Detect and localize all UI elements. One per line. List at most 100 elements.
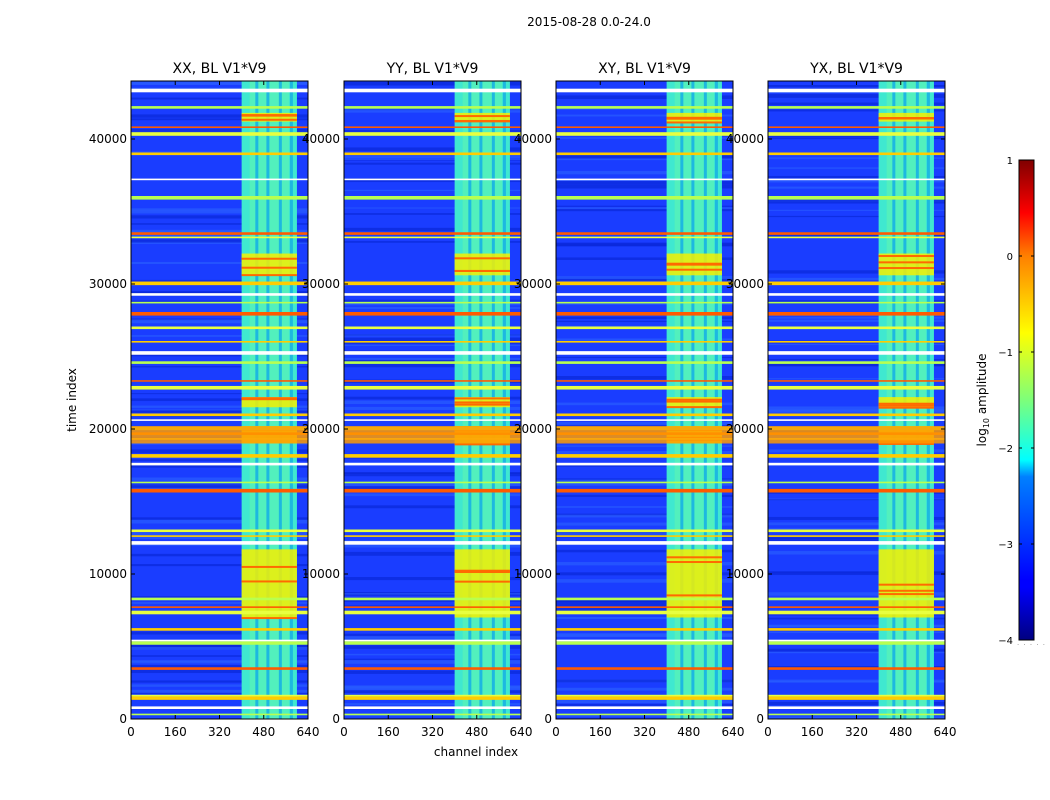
hot-line	[666, 117, 722, 120]
noise-streak	[556, 205, 733, 207]
x-tick-label: 480	[252, 725, 275, 739]
rfi-line	[556, 667, 733, 670]
noise-streak	[344, 213, 521, 215]
rfi-line	[344, 488, 521, 493]
rfi-line	[768, 462, 945, 466]
rfi-line	[768, 126, 945, 128]
hot-line	[878, 593, 934, 596]
rfi-line	[131, 281, 308, 286]
noise-streak	[556, 689, 733, 691]
high-amplitude-block	[454, 253, 510, 276]
rfi-line	[768, 326, 945, 330]
rfi-line	[556, 462, 733, 466]
rfi-line	[131, 696, 308, 700]
noise-streak	[768, 528, 945, 531]
rfi-line	[556, 694, 733, 697]
rfi-line	[344, 301, 521, 304]
rfi-line	[556, 481, 733, 484]
rfi-line	[344, 293, 521, 296]
noise-streak	[768, 409, 945, 412]
rfi-line	[344, 667, 521, 670]
noise-streak	[131, 655, 308, 657]
rfi-line	[768, 132, 945, 136]
rfi-line	[131, 106, 308, 109]
noise-streak	[131, 393, 308, 395]
noise-streak	[768, 85, 945, 88]
rfi-line	[131, 293, 308, 296]
hot-line	[878, 402, 934, 405]
hot-line	[454, 569, 510, 572]
rfi-line	[768, 361, 945, 364]
noise-streak	[768, 175, 945, 179]
rfi-line	[556, 312, 733, 316]
noise-streak	[131, 241, 308, 244]
noise-streak	[131, 564, 308, 567]
noise-streak	[556, 450, 733, 455]
plot-area	[131, 81, 308, 719]
noise-streak	[556, 402, 733, 406]
rfi-line	[131, 419, 308, 421]
rfi-line	[768, 232, 945, 235]
noise-streak	[768, 701, 945, 706]
rfi-line	[556, 535, 733, 537]
high-amplitude-block	[241, 549, 297, 618]
noise-streak	[556, 95, 733, 100]
noise-streak	[131, 631, 308, 635]
noise-streak	[131, 239, 308, 243]
hot-line	[666, 406, 722, 409]
rfi-line	[556, 232, 733, 235]
y-tick-label: 20000	[302, 422, 340, 436]
noise-streak	[556, 445, 733, 447]
x-tick-label: 320	[633, 725, 656, 739]
noise-streak	[131, 129, 308, 133]
wideband-rfi	[768, 426, 945, 444]
noise-streak	[556, 522, 733, 526]
noise-streak	[131, 464, 308, 468]
hot-line	[241, 580, 297, 583]
noise-streak	[768, 613, 945, 616]
rfi-line	[131, 301, 308, 304]
noise-streak	[344, 406, 521, 410]
noise-streak	[768, 85, 945, 87]
rfi-line	[344, 281, 521, 286]
noise-streak	[344, 544, 521, 548]
noise-streak	[556, 607, 733, 612]
rfi-line	[131, 488, 308, 493]
noise-streak	[344, 334, 521, 336]
rfi-line	[344, 454, 521, 458]
noise-streak	[131, 517, 308, 520]
y-tick-label: 10000	[726, 567, 764, 581]
noise-streak	[556, 634, 733, 638]
hot-line	[666, 556, 722, 559]
noise-streak	[131, 680, 308, 683]
rfi-line	[344, 88, 521, 93]
y-tick-label: 0	[119, 712, 127, 726]
noise-streak	[768, 651, 945, 654]
high-amplitude-block	[454, 549, 510, 618]
noise-streak	[131, 543, 308, 546]
colorbar: 10−1−2−3−4 log10 amplitude	[975, 156, 1035, 647]
rfi-line	[131, 454, 308, 458]
noise-streak	[768, 499, 945, 501]
noise-streak	[131, 519, 308, 524]
noise-streak	[344, 344, 521, 347]
noise-streak	[556, 184, 733, 189]
hot-line	[878, 583, 934, 586]
y-tick-label: 0	[332, 712, 340, 726]
rfi-line	[768, 301, 945, 304]
noise-streak	[768, 406, 945, 411]
y-tick-label: 20000	[89, 422, 127, 436]
rfi-line	[556, 454, 733, 458]
rfi-line	[768, 178, 945, 181]
rfi-line	[131, 541, 308, 545]
noise-streak	[131, 660, 308, 664]
wideband-rfi	[344, 426, 521, 444]
hot-line	[241, 617, 297, 620]
rfi-line	[131, 132, 308, 136]
hot-line	[666, 263, 722, 266]
hot-line	[454, 580, 510, 583]
noise-streak	[556, 601, 733, 605]
rfi-line	[556, 281, 733, 286]
noise-streak	[556, 356, 733, 359]
noise-streak	[131, 484, 308, 489]
